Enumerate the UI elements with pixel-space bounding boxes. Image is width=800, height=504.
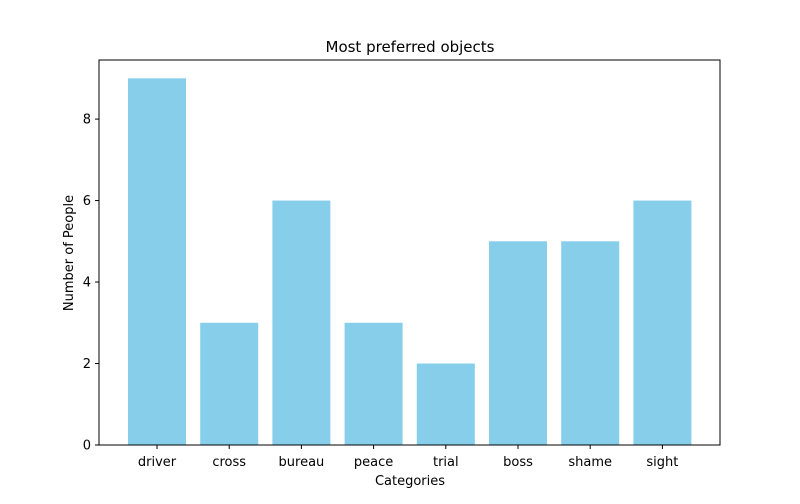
x-axis-label: Categories [375, 474, 445, 489]
x-tick-label-trial: trial [433, 455, 459, 470]
y-axis-label: Number of People [62, 195, 77, 311]
x-tick-label-bureau: bureau [279, 455, 325, 470]
x-tick-label-sight: sight [646, 455, 678, 470]
y-tick-label-2: 2 [83, 357, 91, 372]
bar-cross [200, 322, 259, 445]
y-tick-label-4: 4 [83, 276, 91, 291]
x-tick-label-boss: boss [503, 455, 533, 470]
bar-peace [344, 322, 403, 445]
y-tick-label-0: 0 [83, 439, 91, 454]
y-axis: 0 2 4 6 8 [83, 113, 99, 454]
x-tick-label-cross: cross [212, 455, 246, 470]
x-tick-label-peace: peace [354, 455, 393, 470]
bar-shame [561, 241, 620, 445]
chart-title: Most preferred objects [326, 38, 495, 56]
x-axis: driver cross bureau peace trial boss shame sigh… [138, 445, 678, 470]
bar-trial [416, 363, 475, 445]
bar-driver [128, 78, 186, 445]
bars-layer [128, 78, 692, 445]
x-tick-label-driver: driver [138, 455, 177, 470]
bar-bureau [272, 200, 331, 445]
y-tick-label-8: 8 [83, 113, 91, 128]
plot-frame [98, 59, 721, 446]
y-tick-label-6: 6 [83, 194, 91, 209]
x-tick-label-shame: shame [568, 455, 612, 470]
bar-boss [489, 241, 547, 445]
bar-sight [633, 200, 692, 445]
